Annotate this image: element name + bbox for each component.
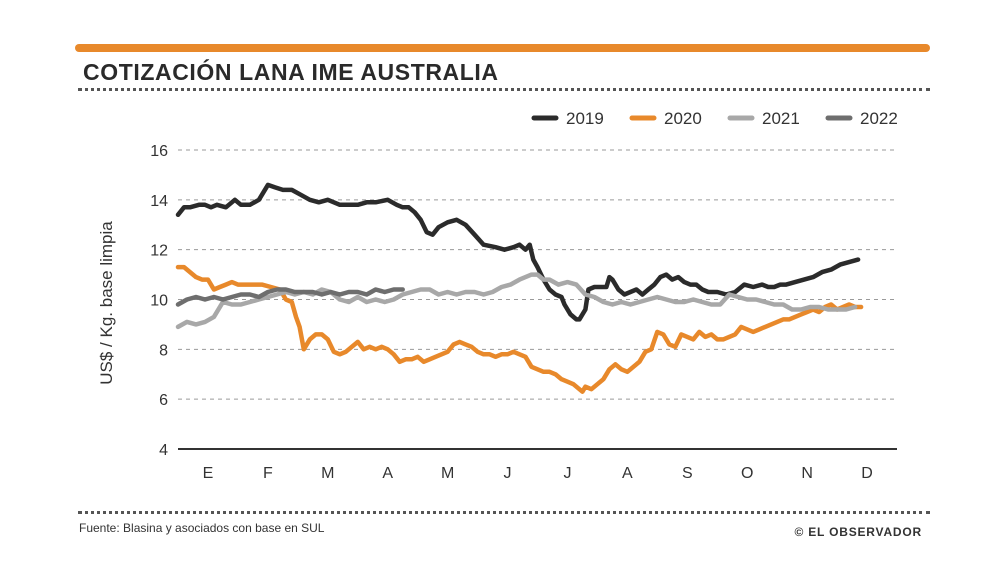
x-tick-label-7: J	[563, 465, 571, 482]
x-tick-label-2: F	[263, 465, 273, 482]
y-tick-label-6: 6	[159, 392, 168, 409]
x-tick-label-9: S	[682, 465, 693, 482]
x-tick-label-4: A	[382, 465, 393, 482]
y-tick-label-10: 10	[150, 293, 168, 310]
x-tick-label-1: E	[203, 465, 214, 482]
source-note: Fuente: Blasina y asociados con base en …	[79, 521, 325, 535]
y-axis-label: US$ / Kg. base limpia	[97, 221, 116, 385]
legend: 2019 2020 2021 2022	[531, 109, 898, 128]
x-tick-label-8: A	[622, 465, 633, 482]
legend-label-2022: 2022	[860, 109, 898, 128]
y-tick-label-14: 14	[150, 193, 168, 210]
legend-label-2020: 2020	[664, 109, 702, 128]
series-lines	[175, 182, 864, 394]
y-tick-label-8: 8	[159, 342, 168, 359]
y-tick-labels: 4 6 8 10 12 14 16	[150, 143, 168, 459]
grid-lines	[178, 149, 897, 450]
x-tick-label-5: M	[441, 465, 454, 482]
y-tick-label-16: 16	[150, 143, 168, 160]
chart-title: COTIZACIÓN LANA IME AUSTRALIA	[83, 59, 499, 85]
y-tick-label-4: 4	[159, 442, 168, 459]
x-tick-label-6: J	[504, 465, 512, 482]
footer-divider	[78, 511, 930, 514]
accent-top-bar	[75, 44, 930, 52]
copyright-credit: © EL OBSERVADOR	[794, 525, 922, 539]
y-tick-label-12: 12	[150, 243, 168, 260]
x-tick-label-11: N	[801, 465, 813, 482]
legend-label-2021: 2021	[762, 109, 800, 128]
series-line-2020	[175, 264, 864, 394]
series-line-2022	[175, 287, 405, 307]
series-line-2021	[175, 272, 858, 330]
title-divider	[78, 88, 930, 91]
legend-label-2019: 2019	[566, 109, 604, 128]
x-tick-label-3: M	[321, 465, 334, 482]
x-tick-label-10: O	[741, 465, 753, 482]
x-tick-label-12: D	[861, 465, 873, 482]
